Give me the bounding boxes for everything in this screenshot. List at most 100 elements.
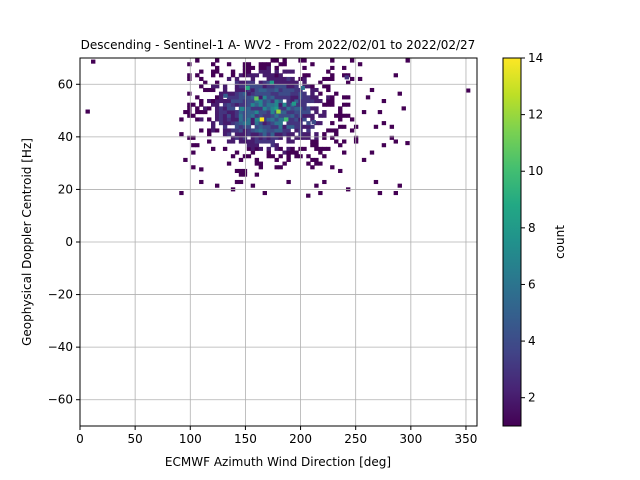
heatmap-cell [266,73,271,78]
heatmap-cell [278,91,283,96]
heatmap-cell [290,76,295,82]
heatmap-cell [314,121,319,126]
heatmap-cell [218,110,224,115]
heatmap-cell [250,132,256,137]
heatmap-cell [242,102,248,107]
heatmap-cell [274,95,279,100]
heatmap-cell [270,73,275,78]
heatmap-cell [234,113,240,118]
heatmap-cell [250,143,256,148]
heatmap-cell [302,102,307,107]
heatmap-cell [254,87,260,93]
heatmap-cell [270,128,275,133]
heatmap-cell [266,135,271,140]
heatmap-cell [254,73,260,78]
heatmap-cell [282,87,287,93]
heatmap-cell [262,124,267,129]
heatmap-cell [322,146,327,151]
heatmap-cell [284,117,289,122]
heatmap-cell [266,113,271,118]
heatmap-cell [274,132,279,137]
colorbar-tick-label: 12 [528,108,543,122]
heatmap-cell [294,128,299,133]
heatmap-cell [211,124,216,129]
heatmap-cell [226,110,232,115]
heatmap-cell [195,95,200,100]
heatmap-cell [234,99,240,104]
heatmap-cell [274,117,279,122]
heatmap-cell [270,99,275,104]
heatmap-cell [239,106,245,111]
heatmap-cell [282,161,287,166]
heatmap-cell [199,128,204,133]
heatmap-cell [290,124,295,129]
heatmap-cell [199,69,204,74]
heatmap-cell [353,139,359,144]
heatmap-cell [314,157,319,162]
heatmap-cell [349,76,355,82]
heatmap-cell [258,69,264,74]
heatmap-cell [318,146,323,151]
heatmap-cell [300,85,305,90]
heatmap-cell [246,146,252,151]
heatmap-cell [286,146,291,151]
heatmap-cell [314,110,319,115]
heatmap-cell [207,132,212,137]
heatmap-cell [238,91,244,96]
heatmap-cell [278,124,283,129]
heatmap-cell [238,95,244,100]
heatmap-cell [262,113,267,118]
heatmap-cell [310,62,315,67]
heatmap-cell [230,154,236,159]
heatmap-cell [286,91,291,96]
heatmap-cell [274,135,279,140]
heatmap-cell [262,69,267,74]
heatmap-cell [286,117,291,122]
heatmap-cell [179,117,184,122]
heatmap-cell [373,124,379,129]
heatmap-cell [230,102,236,107]
heatmap-cell [242,95,248,100]
heatmap-cell [245,85,250,90]
heatmap-cell [242,172,248,177]
heatmap-cell [302,95,307,100]
heatmap-cell [345,80,351,85]
colorbar-gradient [502,57,522,427]
heatmap-cell [234,117,240,122]
heatmap-cell [195,106,200,111]
heatmap-cell [258,113,264,118]
heatmap-cell [254,124,260,129]
heatmap-cell [274,69,279,74]
heatmap-cell [302,58,307,63]
heatmap-cell [357,76,363,82]
heatmap-cell [246,87,252,93]
heatmap-cell [270,58,275,63]
heatmap-cell [262,135,267,140]
heatmap-cell [270,117,275,122]
heatmap-cell [330,165,335,170]
heatmap-cell [246,95,252,100]
heatmap-cell [218,117,224,122]
heatmap-cell [242,110,248,115]
heatmap-cell [234,121,240,126]
heatmap-cell [242,69,248,74]
heatmap-cell [393,191,398,196]
heatmap-cell [242,128,248,133]
x-tick-label: 50 [127,432,142,446]
heatmap-cell [310,99,315,104]
heatmap-cell [290,110,295,115]
heatmap-cell [207,106,212,111]
heatmap-cell [222,128,228,133]
heatmap-cell [322,84,327,89]
heatmap-cell [254,91,260,96]
heatmap-cell [270,124,275,129]
heatmap-cell [270,121,275,126]
heatmap-cell [250,76,256,82]
heatmap-cell [262,65,267,70]
heatmap-cell [250,121,256,126]
heatmap-cell [330,128,335,133]
heatmap-cell [286,80,291,85]
heatmap-cell [330,58,335,63]
heatmap-cell [187,102,192,107]
